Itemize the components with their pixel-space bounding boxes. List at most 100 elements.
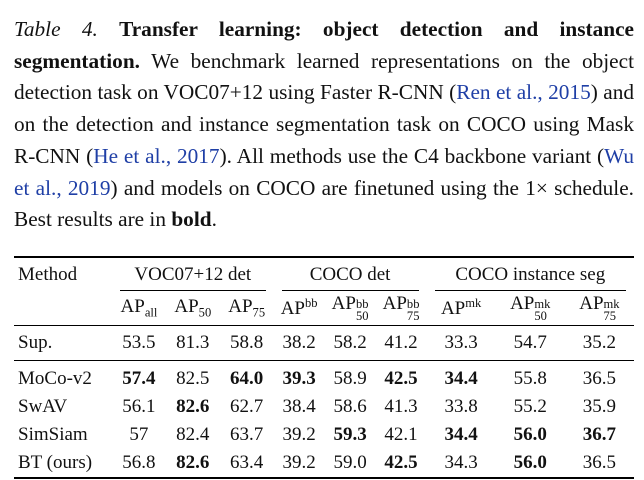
table-cell: 36.7 [565, 421, 634, 449]
metric-header-4: AP bb 50 [325, 291, 376, 326]
caption-text-1: We benchmark learned representations on … [14, 48, 634, 105]
metric-scripts: mk 75 [603, 296, 620, 323]
table-cell: 63.7 [220, 421, 274, 449]
metric-ap: AP [120, 295, 145, 317]
cell-value: 53.5 [122, 332, 156, 353]
method-header: Method [14, 256, 112, 291]
method-name: MoCo-v2 [18, 368, 92, 389]
cell-value: 39.2 [282, 424, 316, 445]
table-row: BT (ours) 56.8 82.6 63.4 39.2 59.0 42.5 34.3 56.… [14, 449, 634, 479]
metric-ap: AP [228, 295, 253, 317]
cell-value: 39.2 [282, 452, 316, 473]
cell-value: 56.8 [122, 452, 156, 473]
caption-title: Transfer learning: object detection and … [14, 17, 634, 73]
table-cell: 39.2 [273, 449, 325, 479]
table-caption: Table 4. Transfer learning: object detec… [14, 14, 634, 236]
metric-header-7: AP mk 50 [496, 291, 565, 326]
table-cell: 56.8 [112, 449, 166, 479]
best-value: 39.3 [282, 368, 316, 389]
metric-ap: AP [174, 295, 199, 317]
cell-value: 38.2 [282, 332, 316, 353]
best-value: 57.4 [122, 368, 156, 389]
table-cell: 34.4 [427, 365, 496, 393]
cell-value: 58.6 [333, 396, 367, 417]
metric-header-0: APall [112, 291, 166, 326]
metric-header-2: AP75 [220, 291, 274, 326]
cell-value: 41.3 [384, 396, 418, 417]
table-cell: 39.3 [274, 365, 325, 393]
table-cell: 55.8 [496, 365, 565, 393]
cell-value: 56.1 [122, 396, 156, 417]
cell-value: 81.3 [176, 332, 210, 353]
metric-superscript: bb [355, 296, 369, 311]
method-name: SimSiam [18, 424, 88, 445]
table-cell: 62.7 [220, 393, 274, 421]
metric-superscript: bb [304, 296, 318, 311]
cell-value: 54.7 [513, 332, 547, 353]
table-cell: 82.5 [166, 365, 220, 393]
cell-value: 82.5 [176, 368, 210, 389]
cell-value: 33.3 [444, 332, 478, 353]
cell-value: 34.3 [444, 452, 478, 473]
citation-he-2017[interactable]: He et al., 2017 [93, 143, 220, 168]
metric-scripts: bb 75 [406, 296, 420, 323]
best-value: 82.6 [176, 452, 210, 473]
table-cell: 59.0 [324, 449, 376, 479]
metric-subscript: 75 [406, 308, 420, 323]
caption-bold-word: bold [171, 207, 212, 232]
table-cell: 53.5 [112, 325, 166, 361]
cell-value: 58.8 [230, 332, 264, 353]
results-table: Method VOC07+12 det COCO det COCO instan… [14, 256, 634, 479]
metric-header-6: APmk [427, 291, 496, 326]
metric-header-3: APbb [274, 291, 325, 326]
table-cell: 38.4 [274, 393, 325, 421]
metric-header-blank [14, 291, 112, 326]
cell-value: 58.2 [333, 332, 367, 353]
metric-superscript: bb [406, 296, 420, 311]
table-cell: 81.3 [165, 325, 220, 361]
table-cell: 42.1 [376, 421, 427, 449]
metric-superscript: mk [603, 296, 620, 311]
metric-header-8: AP mk 75 [565, 291, 634, 326]
cell-value: 36.5 [582, 368, 617, 389]
table-row: SimSiam 57 82.4 63.7 39.2 59.3 42.1 34.4 56.0 36.… [14, 421, 634, 449]
caption-text-2: ) and on the detection and instance segm… [14, 80, 634, 168]
table-cell: 59.3 [325, 421, 376, 449]
table-cell: 57 [112, 421, 166, 449]
table-cell: 58.9 [325, 365, 376, 393]
best-value: 56.0 [513, 424, 547, 445]
table-cell: 33.3 [426, 325, 496, 361]
cell-value: 35.2 [582, 332, 617, 353]
cell-value: 38.4 [282, 396, 316, 417]
metric-scripts: bb 50 [355, 296, 369, 323]
metric-ap: AP [510, 293, 535, 315]
metric-superscript: mk [465, 296, 482, 311]
table-cell: 54.7 [495, 325, 565, 361]
table-cell: 82.6 [166, 393, 220, 421]
table-group-header-row: Method VOC07+12 det COCO det COCO instan… [14, 256, 634, 292]
metric-scripts: mk 50 [534, 296, 551, 323]
group-header-coco-seg: COCO instance seg [426, 256, 634, 292]
caption-text-3: ). All methods use the C4 backbone varia… [219, 143, 605, 168]
cell-value: 57 [129, 424, 149, 445]
table-cell: 64.0 [220, 365, 274, 393]
table-cell: 55.2 [496, 393, 565, 421]
cell-value: 36.5 [582, 452, 617, 473]
cell-value: 42.1 [384, 424, 418, 445]
metric-header-5: AP bb 75 [376, 291, 427, 326]
caption-end: . [211, 207, 217, 232]
table-row: SwAV 56.1 82.6 62.7 38.4 58.6 41.3 33.8 55.2 35.9 [14, 393, 634, 421]
cell-value: 55.2 [513, 396, 547, 417]
table-cell: 56.0 [495, 449, 565, 479]
table-cell: 42.5 [375, 449, 427, 479]
citation-ren-2015[interactable]: Ren et al., 2015 [456, 80, 591, 105]
metric-subscript: 75 [603, 308, 617, 323]
caption-label: Table 4. [14, 17, 98, 41]
group-header-voc: VOC07+12 det [112, 256, 274, 292]
metric-superscript: mk [534, 296, 551, 311]
table-cell: 41.2 [375, 325, 427, 361]
citation-wu-2019[interactable]: Wu et al., 2019 [14, 143, 635, 200]
best-value: 42.5 [384, 368, 418, 389]
group-header-coco-det: COCO det [273, 256, 427, 292]
cell-value: 33.8 [444, 396, 478, 417]
